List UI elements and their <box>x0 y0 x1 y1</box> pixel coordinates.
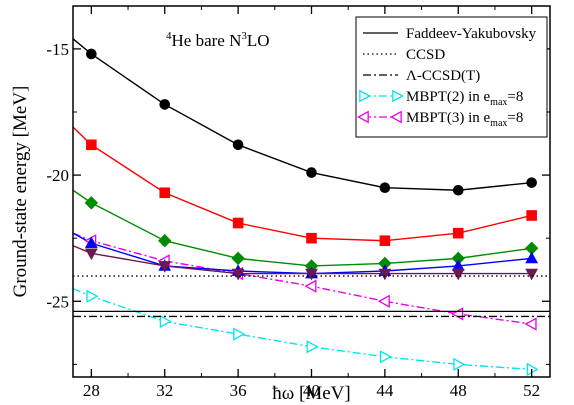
series-1-point-6 <box>524 317 537 331</box>
series-2-point-6 <box>526 177 537 188</box>
x-tick-label-6: 52 <box>523 381 540 400</box>
series-3-point-4 <box>379 235 391 247</box>
series-line-4 <box>73 189 532 267</box>
series-2-point-1 <box>159 99 171 110</box>
x-axis-label: ħω [MeV] <box>272 383 350 404</box>
series-1-point-4 <box>377 294 390 308</box>
series-6-point-6 <box>525 268 539 281</box>
series-1-point-5 <box>451 307 464 321</box>
series-0-point-6 <box>526 362 539 377</box>
axis-ticks: 28 32 36 40 44 48 52 -25 -20 -15 <box>46 6 550 400</box>
series-0-point-2 <box>233 327 246 341</box>
legend-box <box>355 16 548 138</box>
legend: Faddeev-Yakubovsky CCSD Λ-CCSD(T) MBPT(2) i… <box>355 16 548 138</box>
series-3-point-5 <box>452 227 464 239</box>
series-3-point-2 <box>232 217 244 229</box>
series-4-point-0 <box>84 196 99 210</box>
series-0-point-3 <box>306 340 319 354</box>
y-tick-label-0: -25 <box>46 292 69 311</box>
y-tick-label-1: -20 <box>46 166 69 185</box>
series-0-point-0 <box>86 289 99 303</box>
x-tick-label-4: 44 <box>376 381 394 400</box>
series-4-point-2 <box>231 251 245 266</box>
y-tick-label-2: -15 <box>46 40 69 59</box>
series-line-0 <box>73 288 532 371</box>
series-1-point-3 <box>304 279 317 293</box>
series-line-6 <box>73 245 532 275</box>
legend-marker-3-b <box>392 89 404 103</box>
reference-lines <box>73 275 550 318</box>
legend-label-2: Λ-CCSD(T) <box>406 68 480 84</box>
series-0-point-4 <box>379 350 392 364</box>
series-0-point-5 <box>453 357 466 371</box>
series-2-point-0 <box>86 48 97 60</box>
x-tick-label-0: 28 <box>83 381 100 400</box>
legend-label-3: MBPT(2) in emax=8 <box>406 89 523 108</box>
series-6-point-5 <box>451 268 465 281</box>
series-2-point-4 <box>379 182 391 194</box>
series-3-point-1 <box>159 187 171 199</box>
x-tick-label-3: 40 <box>303 381 320 400</box>
series-line-3 <box>73 126 532 242</box>
legend-marker-4-a <box>357 110 369 124</box>
legend-marker-3-a <box>359 89 371 103</box>
x-tick-label-5: 48 <box>450 381 467 400</box>
series-6-point-0 <box>84 248 98 261</box>
series-3-point-3 <box>306 232 317 244</box>
series-6-point-4 <box>378 268 392 281</box>
y-axis-label: Ground-state energy [MeV] <box>10 86 31 298</box>
series-2-point-5 <box>452 184 464 196</box>
series-6-point-3 <box>305 268 318 281</box>
series-3-point-0 <box>86 139 97 151</box>
series-2-point-2 <box>232 139 244 151</box>
legend-label-4: MBPT(3) in emax=8 <box>406 110 523 129</box>
legend-label-1: CCSD <box>406 47 445 63</box>
x-tick-label-1: 32 <box>156 381 173 400</box>
series-6-point-2 <box>231 268 245 281</box>
series-line-5 <box>73 232 532 275</box>
series-4-point-1 <box>158 234 172 248</box>
legend-marker-4-b <box>390 110 402 124</box>
series-0-point-1 <box>159 314 172 329</box>
series-5-point-0 <box>84 236 98 249</box>
series-2-point-3 <box>306 167 317 178</box>
series-line-2 <box>73 38 532 191</box>
series-layer <box>73 38 539 377</box>
series-line-1 <box>73 232 532 325</box>
x-tick-label-2: 36 <box>230 381 247 400</box>
series-5-point-6 <box>525 251 539 264</box>
series-6-point-1 <box>158 261 172 273</box>
legend-label-0: Faddeev-Yakubovsky <box>406 26 537 42</box>
series-3-point-6 <box>526 210 537 221</box>
chart-annotation: 4He bare N3LO <box>166 30 270 50</box>
